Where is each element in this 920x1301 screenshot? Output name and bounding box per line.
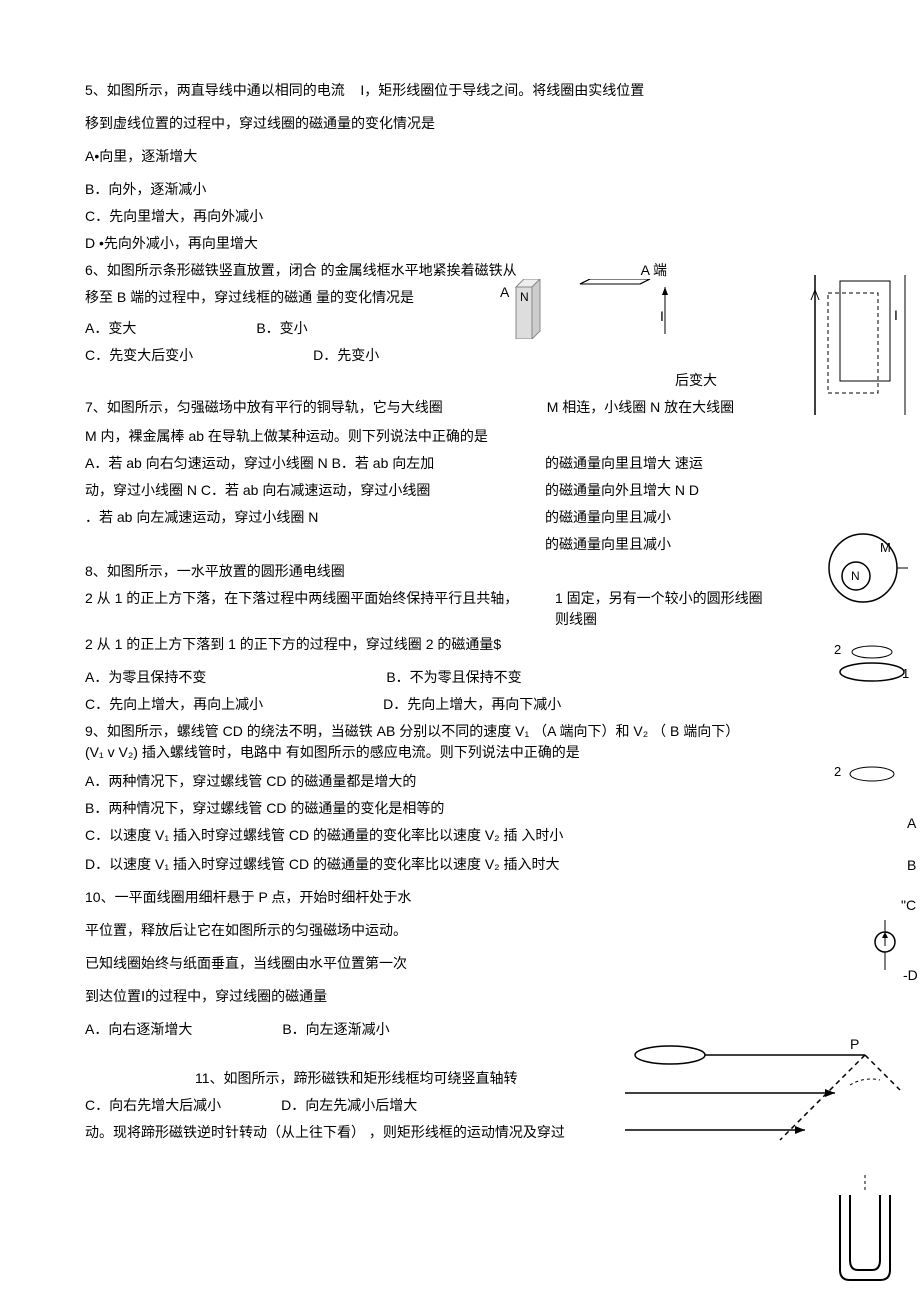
q10-stem1: 10、一平面线圈用细杆悬于 P 点，开始时细杆处于水 (85, 887, 900, 908)
svg-text:N: N (520, 290, 529, 304)
q7-r2: 的磁通量向外且增大 N D (545, 480, 745, 501)
svg-text:"C: "C (901, 897, 916, 913)
q7-r4: 的磁通量向里且减小 (545, 534, 745, 555)
q9-optA: A．两种情况下，穿过螺线管 CD 的磁通量都是增大的 (85, 771, 900, 792)
q8-stem3: 2 从 1 的正上方下落到 1 的正下方的过程中，穿过线圈 2 的磁通量$ (85, 634, 900, 655)
q5-optA: A•向里，逐渐增大 (85, 146, 900, 167)
svg-text:B: B (907, 857, 916, 873)
q6-optA: A．变大 (85, 318, 136, 339)
q7-leftD: ．若 ab 向左减速运动，穿过小线圈 N (85, 507, 545, 528)
q10-optB: B．向左逐渐减小 (282, 1019, 389, 1040)
q5-stem1: 5、如图所示，两直导线中通以相同的电流 (85, 82, 345, 98)
svg-text:A: A (500, 284, 510, 300)
q6-stem1: 6、如图所示条形磁铁竖直放置，闭合 的金属线框水平地紧挨着磁铁从 (85, 262, 517, 278)
svg-text:I: I (660, 308, 664, 324)
svg-text:1: 1 (902, 666, 909, 681)
q7-stem1tail: M 相连，小线圈 N 放在大线圈 (547, 399, 734, 415)
q8-figure-top-icon: 2 1 (832, 640, 912, 690)
q10-stem2: 平位置，释放后让它在如图所示的匀强磁场中运动。 (85, 920, 900, 941)
q10-optD: D．向左先减小后增大 (281, 1095, 417, 1116)
svg-text:A: A (907, 815, 917, 831)
q8-stem2c: 则线圈 (555, 609, 835, 630)
q10-stem4: 到达位置Ⅰ的过程中，穿过线圈的磁通量 (85, 986, 900, 1007)
q7-r3: 的磁通量向里且减小 (545, 507, 745, 528)
q9-optC: C．以速度 V₁ 插入时穿过螺线管 CD 的磁通量的变化率比以速度 V₂ 插 入… (85, 825, 900, 846)
q8-optD: D．先向上增大，再向下减小 (383, 694, 561, 715)
svg-text:I: I (894, 307, 898, 323)
q5-optD: D •先向外减小，再向里增大 (85, 233, 900, 254)
q6-optC: C．先变大后变小 (85, 345, 193, 366)
q7-leftBC: 动，穿过小线圈 N C．若 ab 向右减速运动，穿过小线圈 (85, 480, 545, 501)
svg-text:N: N (851, 569, 860, 583)
q5-figure-icon: I (810, 275, 910, 415)
q6-stem2: 移至 B 端的过程中，穿过线框的磁通 量的变化情况是 (85, 287, 900, 308)
q8-stem2a: 2 从 1 的正上方下落，在下落过程中两线圈平面始终保持平行且共轴， (85, 588, 555, 624)
q10-optC: C．向右先增大后减小 (85, 1095, 221, 1116)
svg-text:2: 2 (834, 642, 841, 657)
q7-r1: 的磁通量向里且增大 速运 (545, 453, 745, 474)
q11-figure-icon (820, 1175, 910, 1285)
q7-figure-icon: M N (818, 528, 908, 608)
svg-text:-D: -D (903, 967, 918, 983)
q5-stemI: I，矩形线圈位于导线之间。将线圈由实线位置 (360, 82, 644, 98)
q10-figure-icon: P (625, 1035, 920, 1175)
q8-optB: B．不为零且保持不变 (386, 667, 521, 688)
q9-optB: B．两种情况下，穿过螺线管 CD 的磁通量的变化是相等的 (85, 798, 900, 819)
q9-figure-icon: A B "C -D (865, 810, 920, 1000)
svg-text:2: 2 (834, 764, 841, 779)
q5-optC: C．先向里增大，再向外减小 (85, 206, 900, 227)
q7-stem2: M 内，裸金属棒 ab 在导轨上做某种运动。则下列说法中正确的是 (85, 426, 900, 447)
q7-stem1: 7、如图所示，匀强磁场中放有平行的铜导轨，它与大线圈 (85, 399, 443, 415)
q10-stem3: 已知线圈始终与纸面垂直，当线圈由水平位置第一次 (85, 953, 900, 974)
svg-text:P: P (850, 1036, 859, 1052)
q6-optB: B．变小 (256, 318, 307, 339)
q8-stem1: 8、如图所示，一水平放置的圆形通电线圈 (85, 561, 900, 582)
q6-optD: D．先变小 (313, 345, 379, 366)
q8-optC: C．先向上增大，再向上减小 (85, 694, 263, 715)
q5-stem2: 移到虚线位置的过程中，穿过线圈的磁通量的变化情况是 (85, 113, 900, 134)
q10-optA: A．向右逐渐增大 (85, 1019, 192, 1040)
q8-optA: A．为零且保持不变 (85, 667, 206, 688)
q9-stem1: 9、如图所示，螺线管 CD 的绕法不明，当磁铁 AB 分别以不同的速度 V₁ （… (85, 721, 745, 763)
q5-optB: B．向外，逐渐减小 (85, 179, 900, 200)
svg-text:M: M (880, 540, 891, 555)
q8-figure-bottom-icon: 2 (832, 760, 912, 788)
q8-stem2b: 1 固定，另有一个较小的圆形线圈 (555, 588, 835, 609)
q9-optD: D．以速度 V₁ 插入时穿过螺线管 CD 的磁通量的变化率比以速度 V₂ 插入时… (85, 854, 900, 875)
q6-stem1end: A 端 (641, 262, 667, 278)
q7-leftA: A．若 ab 向右匀速运动，穿过小线圈 N B．若 ab 向左加 (85, 453, 545, 474)
q6-figure-icon: A N I (500, 279, 700, 339)
